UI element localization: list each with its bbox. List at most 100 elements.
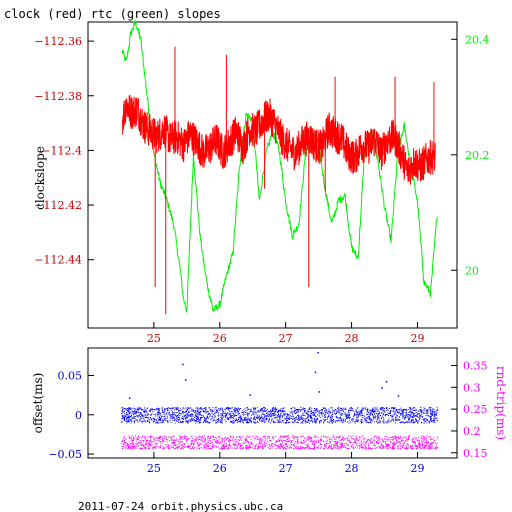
- offset-point: [424, 418, 426, 420]
- offset-point: [135, 410, 137, 412]
- roundtrip-point: [170, 444, 172, 446]
- offset-point: [225, 421, 227, 423]
- offset-point: [247, 422, 249, 424]
- roundtrip-point: [193, 443, 195, 445]
- bottom-x-tick-label: 26: [213, 462, 227, 475]
- offset-point: [266, 415, 267, 417]
- roundtrip-point: [304, 441, 306, 443]
- roundtrip-point: [181, 438, 183, 440]
- roundtrip-point: [294, 445, 296, 447]
- roundtrip-point: [129, 443, 131, 445]
- offset-point: [127, 410, 129, 412]
- roundtrip-point: [160, 446, 162, 448]
- offset-point: [301, 419, 303, 420]
- offset-outlier: [128, 397, 131, 399]
- offset-point: [434, 417, 436, 419]
- roundtrip-point: [144, 447, 146, 449]
- roundtrip-point: [139, 437, 140, 439]
- roundtrip-point: [426, 447, 428, 449]
- offset-point: [356, 420, 358, 422]
- roundtrip-point: [242, 448, 244, 450]
- offset-point: [130, 413, 132, 415]
- offset-point: [423, 420, 425, 422]
- offset-point: [161, 408, 163, 410]
- offset-point: [235, 408, 237, 410]
- roundtrip-point: [297, 437, 299, 439]
- roundtrip-point: [121, 443, 123, 445]
- roundtrip-point: [260, 437, 261, 439]
- roundtrip-point: [217, 440, 218, 442]
- roundtrip-point: [284, 435, 286, 437]
- roundtrip-point: [221, 439, 223, 441]
- roundtrip-point: [161, 436, 163, 438]
- offset-point: [250, 420, 252, 422]
- roundtrip-point: [196, 438, 198, 440]
- offset-point: [310, 416, 312, 418]
- roundtrip-point: [313, 441, 314, 443]
- roundtrip-point: [283, 439, 285, 441]
- roundtrip-point: [383, 441, 385, 443]
- offset-point: [372, 413, 374, 415]
- roundtrip-point: [422, 440, 424, 442]
- roundtrip-point: [188, 445, 190, 447]
- roundtrip-point: [166, 445, 168, 447]
- offset-point: [402, 413, 404, 415]
- offset-point: [385, 407, 387, 409]
- roundtrip-point: [241, 439, 243, 441]
- offset-point: [146, 417, 148, 419]
- offset-point: [396, 408, 397, 410]
- offset-point: [169, 408, 171, 410]
- offset-point: [322, 413, 324, 415]
- offset-point: [257, 410, 259, 412]
- offset-point: [377, 409, 379, 411]
- offset-point: [332, 409, 334, 411]
- offset-point: [404, 415, 406, 417]
- offset-point: [187, 417, 189, 419]
- offset-point: [130, 419, 132, 421]
- offset-point: [298, 416, 300, 418]
- roundtrip-point: [242, 443, 243, 445]
- offset-point: [149, 419, 151, 421]
- offset-point: [176, 408, 178, 410]
- offset-point: [360, 410, 362, 412]
- offset-point: [183, 415, 185, 417]
- offset-point: [399, 416, 401, 418]
- offset-point: [142, 418, 144, 420]
- offset-point: [212, 410, 214, 411]
- roundtrip-point: [245, 436, 247, 438]
- offset-point: [408, 409, 410, 410]
- roundtrip-point: [421, 435, 423, 437]
- roundtrip-point: [404, 447, 406, 449]
- offset-point: [208, 422, 210, 424]
- roundtrip-point: [163, 447, 165, 449]
- offset-point: [264, 419, 266, 421]
- roundtrip-point: [415, 445, 417, 447]
- offset-point: [181, 421, 183, 422]
- offset-point: [253, 419, 255, 420]
- roundtrip-point: [175, 445, 177, 447]
- offset-point: [166, 415, 168, 417]
- offset-point: [415, 414, 417, 416]
- roundtrip-point: [432, 438, 434, 440]
- offset-point: [416, 409, 418, 411]
- roundtrip-point: [128, 441, 130, 443]
- roundtrip-point: [223, 444, 225, 446]
- roundtrip-point: [354, 439, 356, 441]
- offset-point: [255, 407, 256, 409]
- roundtrip-point: [215, 436, 217, 438]
- roundtrip-point: [155, 436, 157, 438]
- offset-point: [218, 421, 220, 423]
- offset-point: [294, 407, 296, 409]
- offset-point: [418, 413, 420, 415]
- roundtrip-point: [422, 444, 424, 445]
- offset-point: [298, 415, 300, 417]
- roundtrip-point: [350, 446, 352, 448]
- roundtrip-point: [192, 438, 194, 440]
- offset-point: [435, 414, 437, 416]
- offset-point: [283, 407, 285, 409]
- roundtrip-point: [352, 445, 354, 447]
- offset-point: [171, 416, 173, 418]
- offset-point: [159, 413, 161, 415]
- offset-point: [166, 420, 168, 422]
- roundtrip-point: [271, 436, 273, 438]
